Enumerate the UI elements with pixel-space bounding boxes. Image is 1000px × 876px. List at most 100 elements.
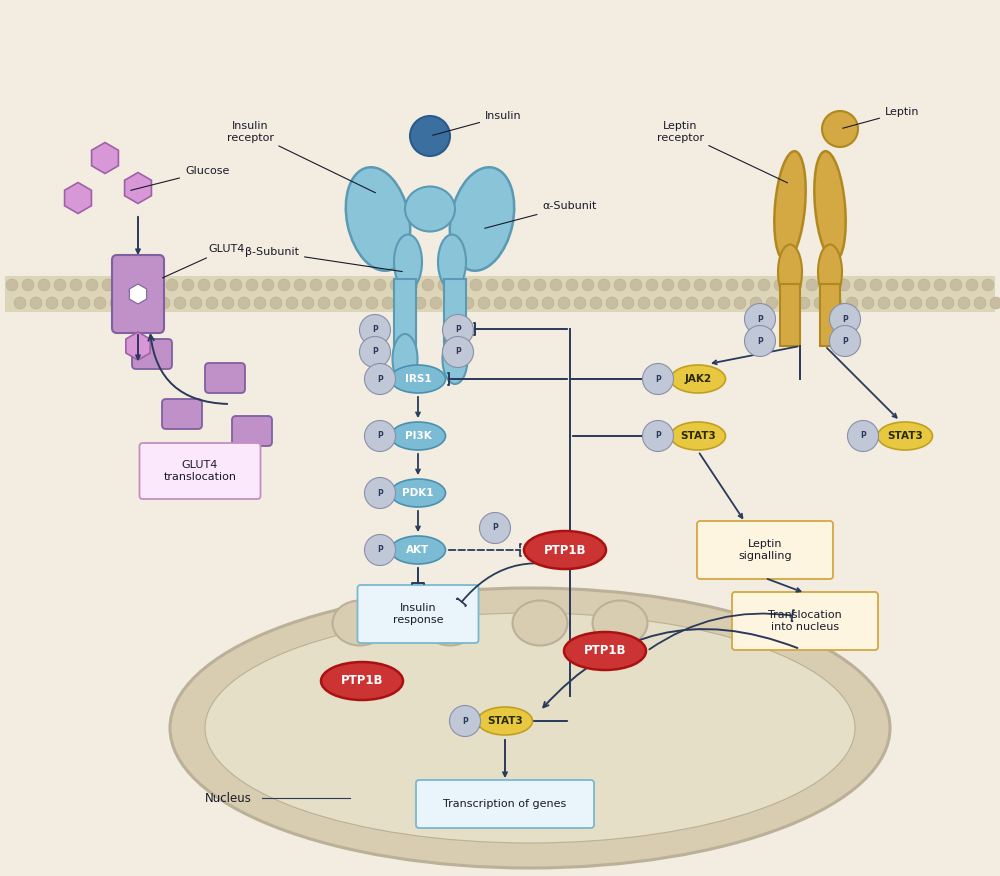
Circle shape [54, 279, 66, 291]
Circle shape [574, 297, 586, 309]
Circle shape [510, 297, 522, 309]
Circle shape [838, 279, 850, 291]
Circle shape [686, 297, 698, 309]
Circle shape [910, 297, 922, 309]
Circle shape [6, 279, 18, 291]
Circle shape [950, 279, 962, 291]
Circle shape [774, 279, 786, 291]
Circle shape [334, 297, 346, 309]
Circle shape [518, 279, 530, 291]
Circle shape [822, 111, 858, 147]
Circle shape [438, 279, 450, 291]
Circle shape [894, 297, 906, 309]
Ellipse shape [392, 334, 418, 384]
Circle shape [238, 297, 250, 309]
Circle shape [480, 512, 511, 543]
Circle shape [886, 279, 898, 291]
Circle shape [38, 279, 50, 291]
Text: α-Subunit: α-Subunit [485, 201, 596, 229]
Ellipse shape [818, 244, 842, 300]
Circle shape [222, 297, 234, 309]
Ellipse shape [442, 334, 468, 384]
Circle shape [990, 297, 1000, 309]
Circle shape [382, 297, 394, 309]
Circle shape [829, 326, 860, 357]
Circle shape [854, 279, 866, 291]
Ellipse shape [450, 167, 514, 271]
Text: STAT3: STAT3 [487, 716, 523, 726]
Circle shape [246, 279, 258, 291]
Circle shape [118, 279, 130, 291]
Circle shape [750, 297, 762, 309]
Ellipse shape [390, 479, 446, 507]
FancyBboxPatch shape [416, 780, 594, 828]
Ellipse shape [390, 536, 446, 564]
Circle shape [798, 297, 810, 309]
Circle shape [142, 297, 154, 309]
Polygon shape [129, 284, 147, 304]
Ellipse shape [564, 632, 646, 670]
Circle shape [442, 314, 474, 345]
Circle shape [582, 279, 594, 291]
Circle shape [364, 477, 396, 508]
Circle shape [654, 297, 666, 309]
Polygon shape [126, 332, 150, 360]
Circle shape [364, 534, 396, 566]
Text: IRS1: IRS1 [405, 374, 431, 384]
Text: Insulin
receptor: Insulin receptor [226, 121, 376, 193]
Circle shape [966, 279, 978, 291]
Circle shape [70, 279, 82, 291]
Circle shape [30, 297, 42, 309]
Circle shape [694, 279, 706, 291]
Circle shape [502, 279, 514, 291]
Circle shape [614, 279, 626, 291]
Circle shape [974, 297, 986, 309]
Circle shape [590, 297, 602, 309]
Text: Insulin: Insulin [433, 111, 522, 135]
Circle shape [848, 420, 879, 451]
Ellipse shape [205, 613, 855, 843]
Circle shape [678, 279, 690, 291]
Text: P: P [462, 717, 468, 725]
Bar [444, 279, 466, 349]
Text: Transcription of genes: Transcription of genes [443, 799, 567, 809]
Circle shape [454, 279, 466, 291]
Circle shape [230, 279, 242, 291]
Circle shape [742, 279, 754, 291]
Ellipse shape [478, 707, 532, 735]
Circle shape [364, 364, 396, 394]
Circle shape [22, 279, 34, 291]
Circle shape [422, 279, 434, 291]
Text: STAT3: STAT3 [680, 431, 716, 441]
Polygon shape [92, 143, 118, 173]
Circle shape [278, 279, 290, 291]
Text: Nucleus: Nucleus [205, 792, 252, 804]
Circle shape [254, 297, 266, 309]
Text: Translocation
into nucleus: Translocation into nucleus [768, 611, 842, 632]
Circle shape [442, 336, 474, 368]
Text: P: P [372, 348, 378, 357]
Text: P: P [860, 432, 866, 441]
Text: PTP1B: PTP1B [544, 543, 586, 556]
Circle shape [270, 297, 282, 309]
Circle shape [862, 297, 874, 309]
Circle shape [214, 279, 226, 291]
Text: P: P [377, 375, 383, 384]
Ellipse shape [332, 601, 388, 646]
Circle shape [598, 279, 610, 291]
Text: PTP1B: PTP1B [584, 645, 626, 658]
Circle shape [494, 297, 506, 309]
Ellipse shape [390, 422, 446, 450]
Ellipse shape [405, 187, 455, 231]
Circle shape [46, 297, 58, 309]
Ellipse shape [774, 152, 806, 261]
Ellipse shape [321, 662, 403, 700]
Ellipse shape [346, 167, 410, 271]
Circle shape [830, 297, 842, 309]
Circle shape [782, 297, 794, 309]
Circle shape [410, 116, 450, 156]
Circle shape [62, 297, 74, 309]
Circle shape [318, 297, 330, 309]
Text: Insulin
response: Insulin response [393, 604, 443, 625]
Circle shape [110, 297, 122, 309]
